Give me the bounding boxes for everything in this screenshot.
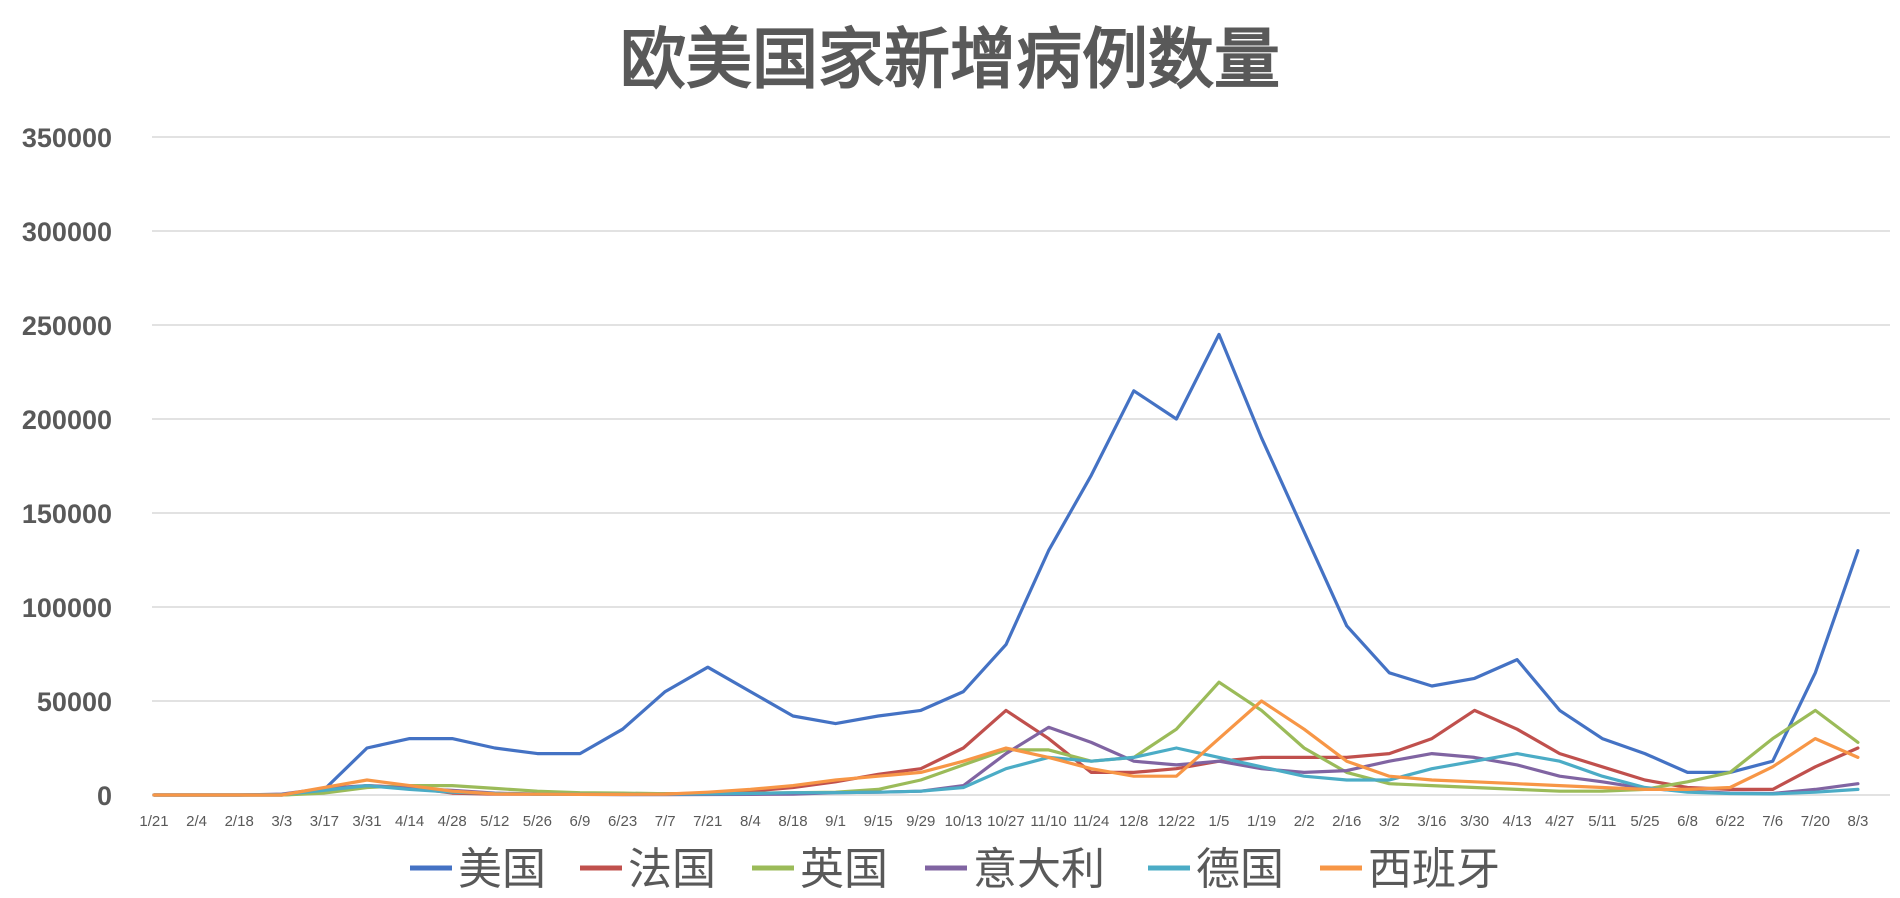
x-tick-label: 12/22 [1158, 813, 1196, 830]
x-tick-label: 7/7 [655, 813, 676, 830]
x-tick-label: 3/17 [310, 813, 339, 830]
x-tick-label: 10/27 [987, 813, 1025, 830]
x-axis-ticks: 1/21 2/4 2/18 3/3 3/17 3/31 4/14 4/28 5/12 5/26 6/… [139, 813, 1868, 830]
x-tick-label: 12/8 [1119, 813, 1148, 830]
x-tick-label: 8/18 [778, 813, 807, 830]
x-tick-label: 6/8 [1677, 813, 1698, 830]
y-tick-label: 300000 [22, 217, 112, 247]
x-tick-label: 1/5 [1209, 813, 1230, 830]
x-tick-label: 3/16 [1417, 813, 1446, 830]
x-tick-label: 2/2 [1294, 813, 1315, 830]
x-tick-label: 7/21 [693, 813, 722, 830]
series-line-2 [152, 680, 1860, 797]
x-tick-label: 5/11 [1588, 813, 1616, 830]
x-tick-label: 4/13 [1503, 813, 1532, 830]
x-tick-label: 7/6 [1762, 813, 1783, 830]
legend-label: 法国 [628, 844, 716, 895]
x-tick-label: 6/23 [608, 813, 637, 830]
legend-label: 美国 [458, 844, 546, 895]
x-tick-label: 3/31 [352, 813, 381, 830]
series-line-4 [152, 746, 1860, 797]
legend: 美国 法国 英国 意大利 德国 西班牙 [410, 844, 1500, 895]
x-tick-label: 10/13 [945, 813, 983, 830]
legend-label: 西班牙 [1368, 844, 1500, 895]
y-tick-label: 0 [97, 781, 112, 811]
y-tick-label: 50000 [37, 687, 112, 717]
x-tick-label: 6/22 [1716, 813, 1745, 830]
y-tick-label: 100000 [22, 593, 112, 623]
series-line-5 [152, 699, 1860, 797]
y-tick-label: 150000 [22, 499, 112, 529]
x-tick-label: 3/3 [271, 813, 292, 830]
x-tick-label: 4/14 [395, 813, 424, 830]
legend-label: 英国 [800, 844, 888, 895]
grid-lines [152, 136, 1890, 796]
legend-label: 德国 [1196, 844, 1284, 895]
x-tick-label: 6/9 [570, 813, 591, 830]
y-tick-label: 350000 [22, 123, 112, 153]
x-tick-label: 9/1 [825, 813, 846, 830]
y-axis-ticks: 0 50000 100000 150000 200000 250000 300000 3500… [22, 123, 112, 811]
y-tick-label: 250000 [22, 311, 112, 341]
x-tick-label: 8/3 [1847, 813, 1868, 830]
x-tick-label: 9/15 [864, 813, 893, 830]
x-tick-label: 1/21 [139, 813, 168, 830]
x-tick-label: 5/25 [1630, 813, 1659, 830]
y-tick-label: 200000 [22, 405, 112, 435]
x-tick-label: 5/12 [480, 813, 509, 830]
series-lines [152, 332, 1860, 797]
x-tick-label: 11/24 [1073, 813, 1109, 830]
x-tick-label: 2/4 [186, 813, 207, 830]
x-tick-label: 5/26 [523, 813, 552, 830]
x-tick-label: 4/28 [438, 813, 467, 830]
legend-label: 意大利 [973, 844, 1105, 895]
x-tick-label: 3/30 [1460, 813, 1489, 830]
x-tick-label: 7/20 [1801, 813, 1830, 830]
x-tick-label: 9/29 [906, 813, 935, 830]
x-tick-label: 11/10 [1030, 813, 1066, 830]
x-tick-label: 4/27 [1545, 813, 1574, 830]
series-line-0 [152, 332, 1860, 797]
x-tick-label: 1/19 [1247, 813, 1276, 830]
x-tick-label: 8/4 [740, 813, 761, 830]
x-tick-label: 3/2 [1379, 813, 1400, 830]
chart-title: 欧美国家新增病例数量 [620, 21, 1280, 98]
x-tick-label: 2/18 [225, 813, 254, 830]
x-tick-label: 2/16 [1332, 813, 1361, 830]
